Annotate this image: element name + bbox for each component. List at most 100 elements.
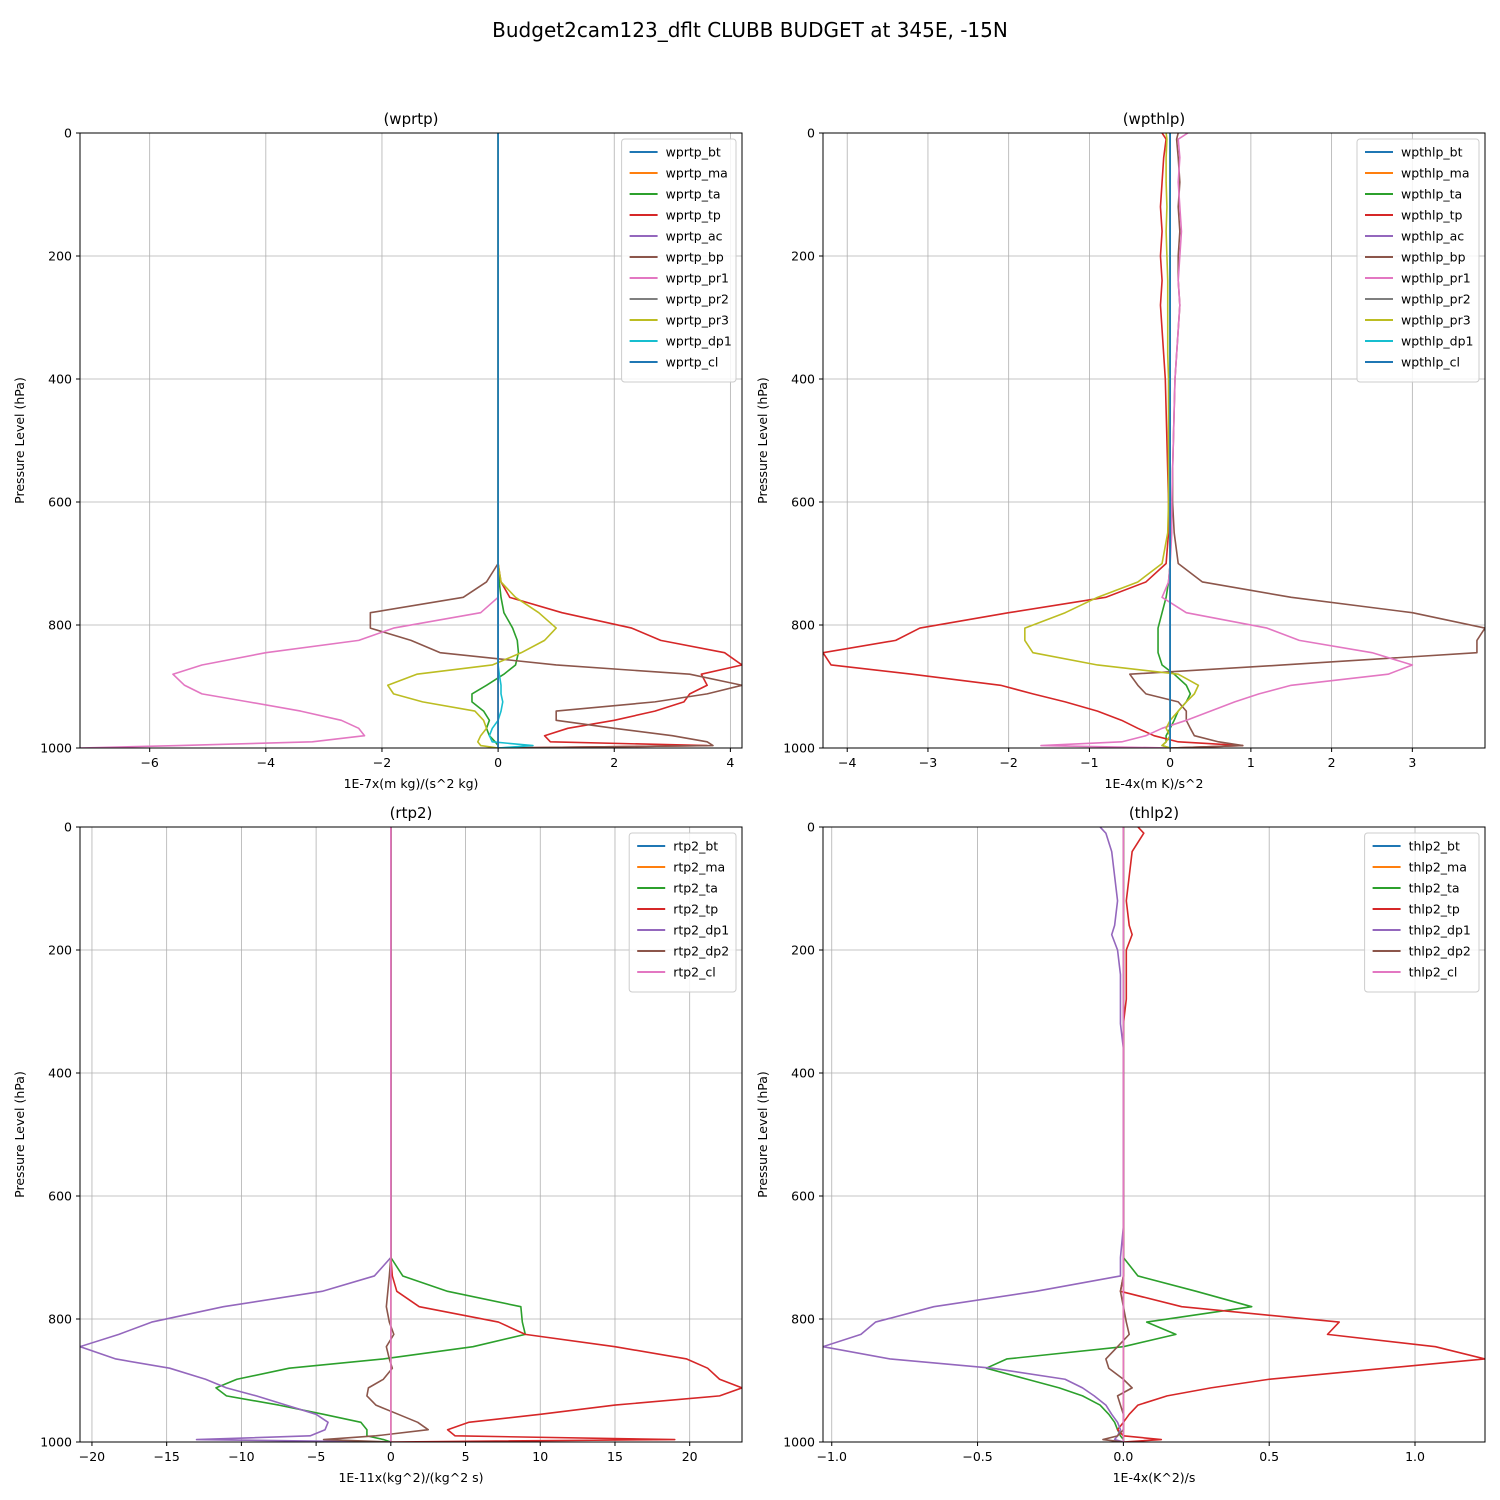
legend-label-wpthlp_ta: wpthlp_ta <box>1401 187 1462 202</box>
series-line-thlp2_dp1 <box>823 827 1125 1442</box>
thlp2-series <box>823 827 1485 1442</box>
legend-label-rtp2_bt: rtp2_bt <box>673 839 718 854</box>
wpthlp-y-tick-label: 0 <box>807 126 815 141</box>
wprtp-legend: wprtp_bt wprtp_ma wprtp_ta wprtp_tp wprtp_ac… <box>621 138 737 383</box>
wpthlp-legend-box <box>1356 138 1480 383</box>
legend-label-thlp2_tp: thlp2_tp <box>1409 902 1460 917</box>
series-line-wpthlp_bp <box>1128 133 1485 748</box>
rtp2-y-tick-label: 400 <box>48 1066 72 1081</box>
wpthlp-x-tick-label: −4 <box>838 755 856 770</box>
legend-label-wpthlp_bt: wpthlp_bt <box>1401 145 1463 160</box>
legend-label-wpthlp_pr3: wpthlp_pr3 <box>1401 313 1471 328</box>
legend-label-rtp2_dp1: rtp2_dp1 <box>673 923 729 938</box>
thlp2-legend-box <box>1364 832 1480 993</box>
legend-label-thlp2_bt: thlp2_bt <box>1409 839 1460 854</box>
wprtp-y-tick-label: 800 <box>48 618 72 633</box>
legend-label-thlp2_cl: thlp2_cl <box>1409 965 1458 980</box>
wpthlp-panel-title: (wpthlp) <box>1123 110 1186 128</box>
wpthlp-axes-frame <box>822 132 1486 749</box>
legend-label-wprtp_bp: wprtp_bp <box>666 250 724 265</box>
wpthlp-x-tick-label: −3 <box>919 755 937 770</box>
wpthlp-y-tick-label: 400 <box>791 372 815 387</box>
wprtp-x-tick-label: −2 <box>373 755 391 770</box>
legend-label-rtp2_ma: rtp2_ma <box>673 860 725 875</box>
legend-label-thlp2_ta: thlp2_ta <box>1409 881 1460 896</box>
legend-label-rtp2_ta: rtp2_ta <box>673 881 718 896</box>
rtp2-x-tick-label: −15 <box>153 1449 179 1464</box>
legend-label-wpthlp_ma: wpthlp_ma <box>1401 166 1469 181</box>
thlp2-axes-frame <box>822 826 1486 1443</box>
wprtp-x-tick-label: 4 <box>726 755 734 770</box>
wpthlp-x-tick-label: −2 <box>999 755 1017 770</box>
rtp2-x-tick-label: −20 <box>79 1449 105 1464</box>
wprtp-x-tick-label: 0 <box>494 755 502 770</box>
rtp2-y-tick-label: 800 <box>48 1312 72 1327</box>
legend-label-wprtp_dp1: wprtp_dp1 <box>666 334 732 349</box>
wpthlp-x-tick-label: 1 <box>1247 755 1255 770</box>
rtp2-x-tick-label: 10 <box>532 1449 548 1464</box>
thlp2-x-axis-label: 1E-4x(K^2)/s <box>1113 1470 1196 1485</box>
rtp2-y-axis-label: Pressure Level (hPa) <box>12 1071 27 1198</box>
wprtp-x-tick-label: 2 <box>610 755 618 770</box>
legend-label-wpthlp_tp: wpthlp_tp <box>1401 208 1463 223</box>
wprtp-y-tick-label: 600 <box>48 495 72 510</box>
wpthlp-series <box>823 133 1485 748</box>
legend-label-wpthlp_pr2: wpthlp_pr2 <box>1401 292 1471 307</box>
wpthlp-x-tick-label: 2 <box>1328 755 1336 770</box>
series-line-wpthlp_pr1 <box>1040 133 1414 748</box>
thlp2-y-tick-label: 1000 <box>783 1435 815 1450</box>
legend-label-thlp2_dp2: thlp2_dp2 <box>1409 944 1471 959</box>
legend-label-wprtp_cl: wprtp_cl <box>666 355 719 370</box>
wpthlp-y-tick-label: 600 <box>791 495 815 510</box>
rtp2-x-tick-label: −5 <box>307 1449 325 1464</box>
legend-label-wprtp_pr3: wprtp_pr3 <box>666 313 729 328</box>
wprtp-x-axis-label: 1E-7x(m kg)/(s^2 kg) <box>344 776 479 791</box>
figure-title: Budget2cam123_dflt CLUBB BUDGET at 345E,… <box>492 18 1008 42</box>
legend-label-wpthlp_ac: wpthlp_ac <box>1401 229 1464 244</box>
rtp2-x-tick-label: 0 <box>387 1449 395 1464</box>
thlp2-x-tick-label: 1.0 <box>1405 1449 1425 1464</box>
legend-label-wprtp_ta: wprtp_ta <box>666 187 721 202</box>
wpthlp-legend: wpthlp_bt wpthlp_ma wpthlp_ta wpthlp_tpwpth… <box>1356 138 1480 383</box>
wprtp-legend-box <box>621 138 737 383</box>
legend-label-wpthlp_pr1: wpthlp_pr1 <box>1401 271 1471 286</box>
panel-thlp2: −1.0 −0.5 0.0 0.5 1.0 0 200 400 600 800 1000 1E-4x(… <box>755 804 1486 1485</box>
wpthlp-y-tick-label: 200 <box>791 249 815 264</box>
rtp2-x-axis-label: 1E-11x(kg^2)/(kg^2 s) <box>338 1470 483 1485</box>
wpthlp-y-tick-label: 1000 <box>783 741 815 756</box>
legend-label-wprtp_tp: wprtp_tp <box>666 208 721 223</box>
wprtp-y-axis-label: Pressure Level (hPa) <box>12 377 27 504</box>
rtp2-x-tick-label: 20 <box>682 1449 698 1464</box>
wprtp-y-tick-label: 1000 <box>40 741 72 756</box>
series-line-wpthlp_pr3 <box>1024 133 1200 748</box>
rtp2-x-tick-label: −10 <box>228 1449 254 1464</box>
thlp2-y-tick-label: 200 <box>791 943 815 958</box>
wprtp-panel-title: (wprtp) <box>383 110 438 128</box>
legend-label-rtp2_cl: rtp2_cl <box>673 965 716 980</box>
wpthlp-x-tick-label: 0 <box>1166 755 1174 770</box>
panel-wpthlp: −4 −3 −2 −1 0 1 2 3 0 200 400 600 800 1000 1E-4x(m K)/… <box>755 110 1486 791</box>
thlp2-y-tick-label: 0 <box>807 820 815 835</box>
rtp2-y-tick-label: 0 <box>64 820 72 835</box>
legend-label-wpthlp_dp1: wpthlp_dp1 <box>1401 334 1473 349</box>
legend-label-wprtp_pr2: wprtp_pr2 <box>666 292 729 307</box>
legend-label-wpthlp_cl: wpthlp_cl <box>1401 355 1460 370</box>
legend-label-thlp2_ma: thlp2_ma <box>1409 860 1467 875</box>
rtp2-y-tick-label: 1000 <box>40 1435 72 1450</box>
legend-label-wprtp_pr1: wprtp_pr1 <box>666 271 729 286</box>
rtp2-y-tick-label: 600 <box>48 1189 72 1204</box>
legend-label-wpthlp_bp: wpthlp_bp <box>1401 250 1466 265</box>
wpthlp-x-tick-label: 3 <box>1408 755 1416 770</box>
rtp2-x-tick-label: 15 <box>607 1449 623 1464</box>
series-line-wpthlp_tp <box>823 133 1244 748</box>
wprtp-x-tick-label: −6 <box>140 755 158 770</box>
thlp2-x-tick-label: 0.5 <box>1259 1449 1279 1464</box>
wprtp-series <box>80 133 742 748</box>
wprtp-y-tick-label: 200 <box>48 249 72 264</box>
thlp2-y-tick-label: 400 <box>791 1066 815 1081</box>
thlp2-y-tick-label: 800 <box>791 1312 815 1327</box>
legend-label-rtp2_tp: rtp2_tp <box>673 902 718 917</box>
rtp2-y-tick-label: 200 <box>48 943 72 958</box>
